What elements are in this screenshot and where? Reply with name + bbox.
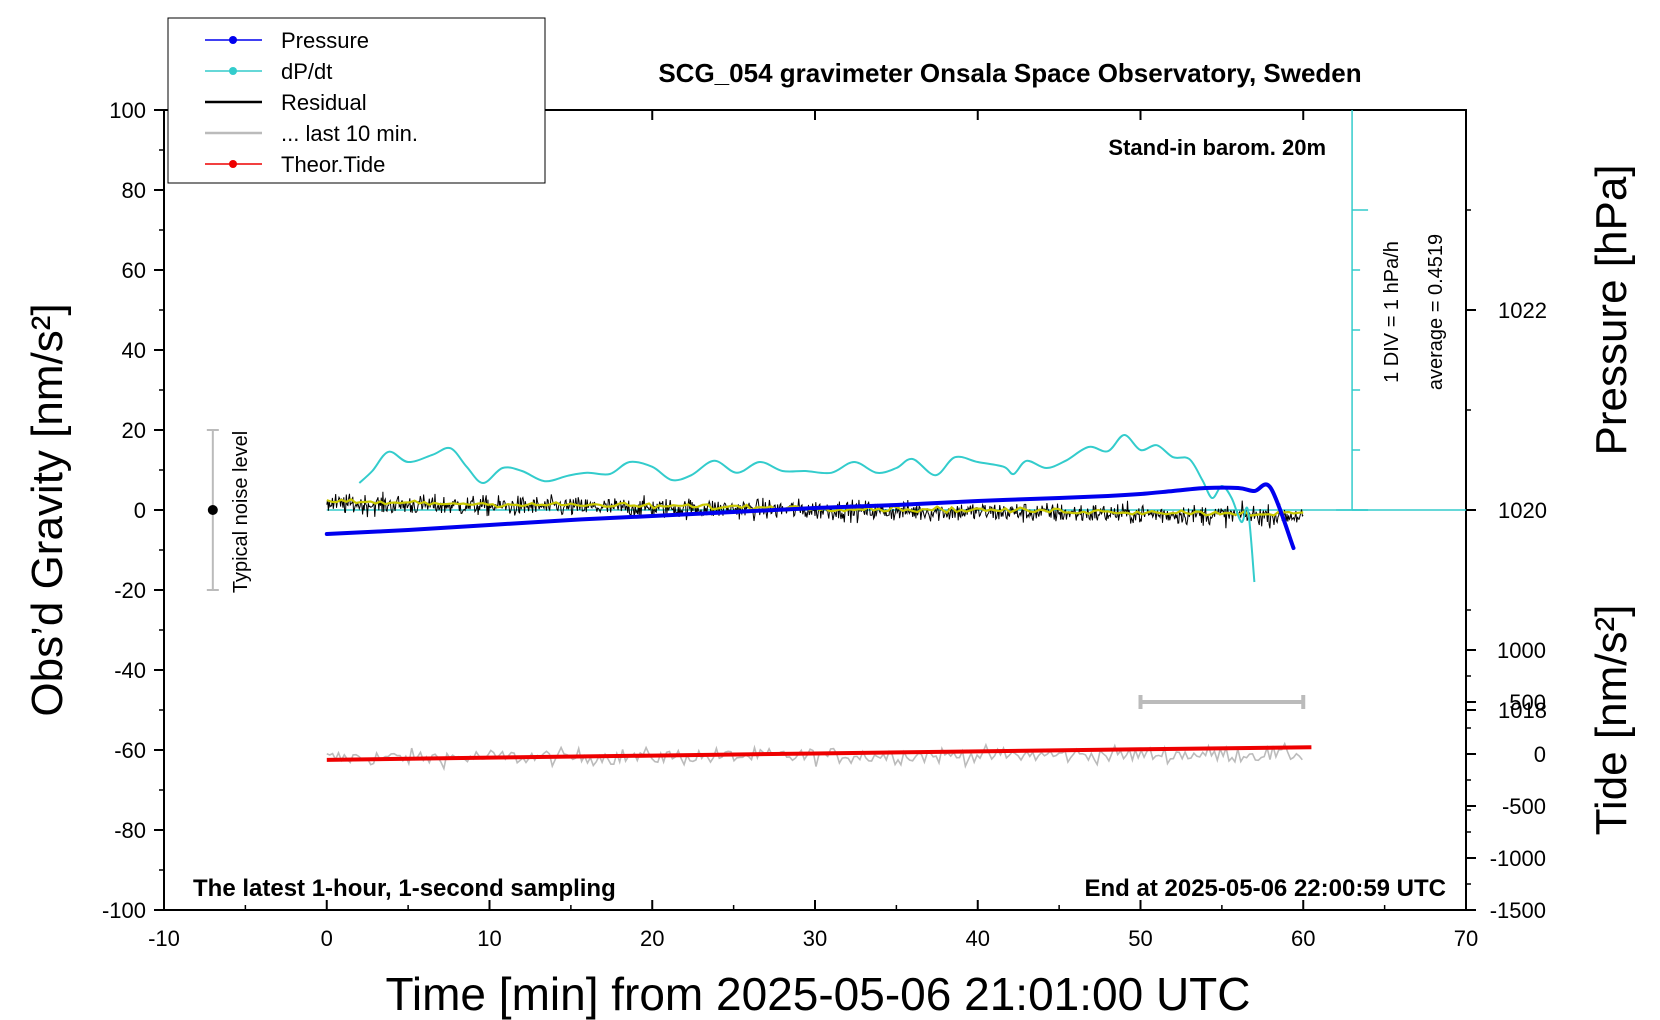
legend-marker	[229, 67, 237, 75]
y-tick-label: 60	[122, 258, 146, 283]
x-tick-label: 60	[1291, 926, 1315, 951]
legend-label: Residual	[281, 90, 367, 115]
noise-level-label: Typical noise level	[230, 431, 252, 593]
legend-entry: Theor.Tide	[205, 152, 385, 177]
pressure-tick-label: 1018	[1498, 698, 1547, 723]
y-tick-label: -80	[114, 818, 146, 843]
tide-tick-label: 1000	[1497, 638, 1546, 663]
legend: Pressure dP/dt Residual ... last 10 min. The…	[167, 17, 546, 184]
series-pressure-line	[324, 482, 1296, 550]
y-tick-label: -100	[102, 898, 146, 923]
x-axis-label: Time [min] from 2025-05-06 21:01:00 UTC	[386, 968, 1251, 1020]
legend-entry: Residual	[205, 90, 367, 115]
x-tick-label: 70	[1454, 926, 1478, 951]
series-tide-residual-line	[326, 741, 1303, 772]
legend-entry: dP/dt	[205, 59, 332, 84]
chart-title: SCG_054 gravimeter Onsala Space Observat…	[658, 58, 1361, 88]
legend-marker	[229, 36, 237, 44]
legend-label: ... last 10 min.	[281, 121, 418, 146]
x-tick-label: 40	[966, 926, 990, 951]
legend-marker	[229, 160, 237, 168]
series-group	[206, 429, 1312, 772]
series-theor-tide-line	[326, 745, 1312, 762]
stand-in-label: Stand-in barom. 20m	[1108, 135, 1326, 160]
end-time-label: End at 2025-05-06 22:00:59 UTC	[1085, 875, 1447, 902]
x-tick-label: 0	[321, 926, 333, 951]
y-axis-label-tide: Tide [nm/s²]	[1587, 605, 1636, 836]
y-tick-label: 20	[122, 418, 146, 443]
axes-group: -10 0 10 20 30 40 50 60 70100806040200-20-40-60-…	[102, 98, 1547, 951]
y-tick-label: 100	[109, 98, 146, 123]
y-tick-label: -40	[114, 658, 146, 683]
y-axis-label-left: Obs’d Gravity [nm/s²]	[23, 303, 72, 716]
x-tick-label: 10	[477, 926, 501, 951]
x-tick-label: 50	[1128, 926, 1152, 951]
tide-tick-label: -500	[1502, 794, 1546, 819]
latest-hour-label: The latest 1-hour, 1-second sampling	[193, 875, 616, 902]
legend-entry: Pressure	[205, 28, 369, 53]
tide-tick-label: -1000	[1490, 846, 1546, 871]
series-dpdt-line	[358, 434, 1256, 583]
y-tick-label: 40	[122, 338, 146, 363]
tide-tick-label: 0	[1534, 742, 1546, 767]
y-tick-label: -60	[114, 738, 146, 763]
y-axis-label-pressure: Pressure [hPa]	[1587, 164, 1636, 455]
pressure-tick-label: 1022	[1498, 298, 1547, 323]
tide-tick-label: -1500	[1490, 898, 1546, 923]
y-tick-label: 0	[134, 498, 146, 523]
tide-tick-label: 500	[1509, 690, 1546, 715]
noise-bar-center-dot	[207, 505, 218, 515]
x-tick-label: -10	[148, 926, 180, 951]
legend-box	[167, 17, 546, 184]
x-tick-label: 20	[640, 926, 664, 951]
legend-label: dP/dt	[281, 59, 332, 84]
average-label: average = 0.4519	[1425, 234, 1447, 390]
legend-label: Pressure	[281, 28, 369, 53]
x-tick-label: 30	[803, 926, 827, 951]
y-tick-label: -20	[114, 578, 146, 603]
legend-label: Theor.Tide	[281, 152, 385, 177]
y-tick-label: 80	[122, 178, 146, 203]
pressure-tick-label: 1020	[1498, 498, 1547, 523]
legend-entry: ... last 10 min.	[205, 121, 418, 146]
div-label: 1 DIV = 1 hPa/h	[1381, 241, 1403, 383]
